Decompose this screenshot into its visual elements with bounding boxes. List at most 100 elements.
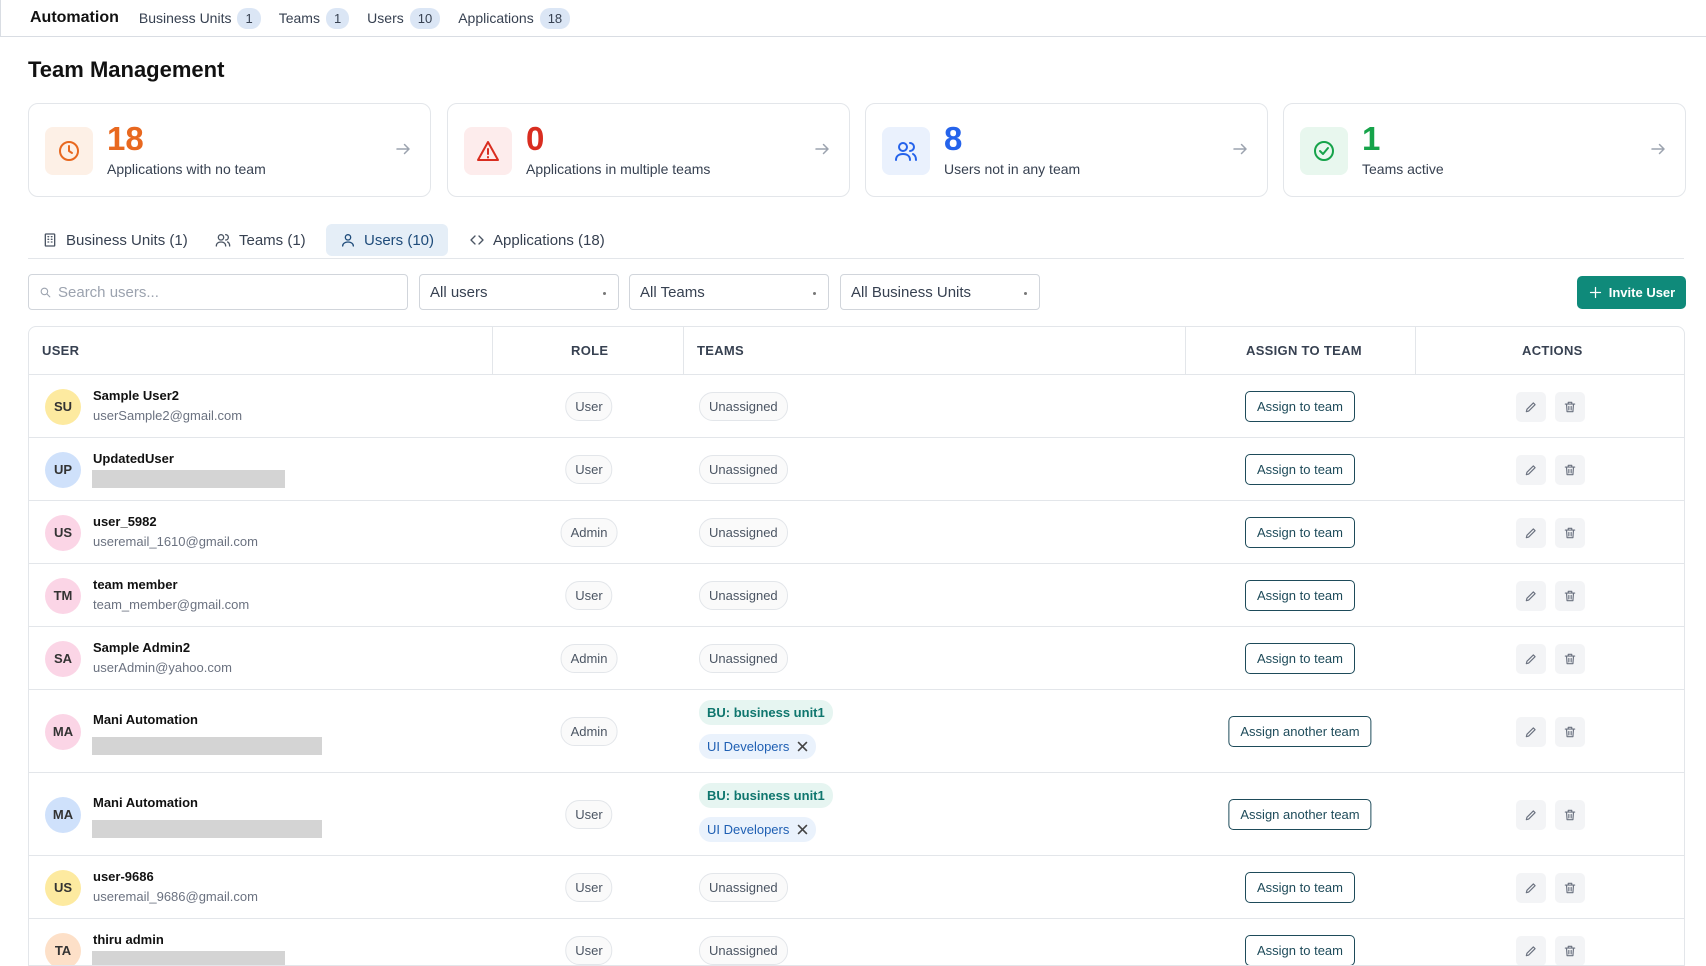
user-email: useremail_9686@gmail.com <box>93 889 258 904</box>
edit-button[interactable] <box>1516 392 1546 422</box>
icon <box>1524 725 1538 739</box>
stat-card[interactable]: 1 Teams active <box>1283 103 1686 197</box>
column-divider <box>1415 327 1416 374</box>
delete-button[interactable] <box>1555 392 1585 422</box>
redacted-email <box>92 737 322 755</box>
stat-label: Teams active <box>1362 161 1444 177</box>
edit-button[interactable] <box>1516 936 1546 966</box>
icon <box>215 232 231 248</box>
edit-button[interactable] <box>1516 800 1546 830</box>
icon <box>894 139 918 163</box>
assign-button[interactable]: Assign to team <box>1245 391 1355 422</box>
icon <box>1524 944 1538 958</box>
filter-select[interactable]: All Business Units <box>840 274 1040 310</box>
filter-select[interactable]: All Teams <box>629 274 829 310</box>
tab-label: Applications (18) <box>493 232 605 249</box>
user-name: Mani Automation <box>93 795 198 810</box>
role-badge: User <box>565 581 612 610</box>
team-tag: UI Developers <box>699 734 816 759</box>
icon <box>1563 808 1577 822</box>
assign-button[interactable]: Assign another team <box>1228 799 1371 830</box>
avatar: UP <box>45 452 81 488</box>
stat-value: 1 <box>1362 120 1380 158</box>
icon <box>39 286 52 299</box>
assign-button[interactable]: Assign to team <box>1245 580 1355 611</box>
column-header: TEAMS <box>697 327 744 374</box>
avatar: MA <box>45 797 81 833</box>
stat-icon <box>1300 127 1348 175</box>
assign-button[interactable]: Assign another team <box>1228 716 1371 747</box>
team-status: Unassigned <box>699 455 788 484</box>
icon <box>797 824 808 835</box>
delete-button[interactable] <box>1555 518 1585 548</box>
filter-select[interactable]: All users <box>419 274 619 310</box>
team-name: UI Developers <box>707 822 789 837</box>
delete-button[interactable] <box>1555 581 1585 611</box>
stat-label: Applications in multiple teams <box>526 161 710 177</box>
icon <box>1563 881 1577 895</box>
icon <box>469 232 485 248</box>
delete-button[interactable] <box>1555 717 1585 747</box>
tab[interactable]: Applications (18) <box>455 224 619 256</box>
nav-count: 1 <box>237 8 260 29</box>
edit-button[interactable] <box>1516 644 1546 674</box>
tab[interactable]: Business Units (1) <box>28 224 202 256</box>
invite-label: Invite User <box>1609 285 1675 300</box>
team-status: Unassigned <box>699 518 788 547</box>
stat-label: Applications with no team <box>107 161 266 177</box>
edit-button[interactable] <box>1516 581 1546 611</box>
icon <box>1524 463 1538 477</box>
assign-button[interactable]: Assign to team <box>1245 872 1355 903</box>
role-badge: Admin <box>561 518 618 547</box>
delete-button[interactable] <box>1555 455 1585 485</box>
assign-button[interactable]: Assign to team <box>1245 935 1355 966</box>
column-divider <box>683 327 684 374</box>
business-unit-tag: BU: business unit1 <box>699 700 833 725</box>
delete-button[interactable] <box>1555 936 1585 966</box>
assign-button[interactable]: Assign to team <box>1245 643 1355 674</box>
icon <box>1588 285 1603 300</box>
edit-button[interactable] <box>1516 873 1546 903</box>
assign-button[interactable]: Assign to team <box>1245 454 1355 485</box>
role-badge: User <box>565 936 612 965</box>
column-header: ASSIGN TO TEAM <box>1246 327 1362 374</box>
user-name: thiru admin <box>93 932 164 947</box>
role-badge: User <box>565 455 612 484</box>
remove-team[interactable] <box>797 741 808 752</box>
delete-button[interactable] <box>1555 800 1585 830</box>
edit-button[interactable] <box>1516 518 1546 548</box>
icon <box>1312 139 1336 163</box>
stat-arrow <box>1231 140 1249 163</box>
nav-label: Teams <box>279 10 320 26</box>
tab[interactable]: Teams (1) <box>201 224 320 256</box>
business-unit-tag: BU: business unit1 <box>699 783 833 808</box>
stat-arrow <box>813 140 831 163</box>
icon <box>1524 808 1538 822</box>
assign-button[interactable]: Assign to team <box>1245 517 1355 548</box>
delete-button[interactable] <box>1555 873 1585 903</box>
icon <box>1231 140 1249 158</box>
role-badge: User <box>565 800 612 829</box>
delete-button[interactable] <box>1555 644 1585 674</box>
invite-button[interactable]: Invite User <box>1577 276 1686 309</box>
edit-button[interactable] <box>1516 455 1546 485</box>
user-email: useremail_1610@gmail.com <box>93 534 258 549</box>
icon <box>1524 652 1538 666</box>
brand[interactable]: Automation <box>30 9 119 27</box>
remove-team[interactable] <box>797 824 808 835</box>
icon <box>1563 944 1577 958</box>
search-input[interactable]: Search users... <box>28 274 408 310</box>
edit-button[interactable] <box>1516 717 1546 747</box>
icon <box>1563 400 1577 414</box>
tab[interactable]: Users (10) <box>326 224 448 256</box>
